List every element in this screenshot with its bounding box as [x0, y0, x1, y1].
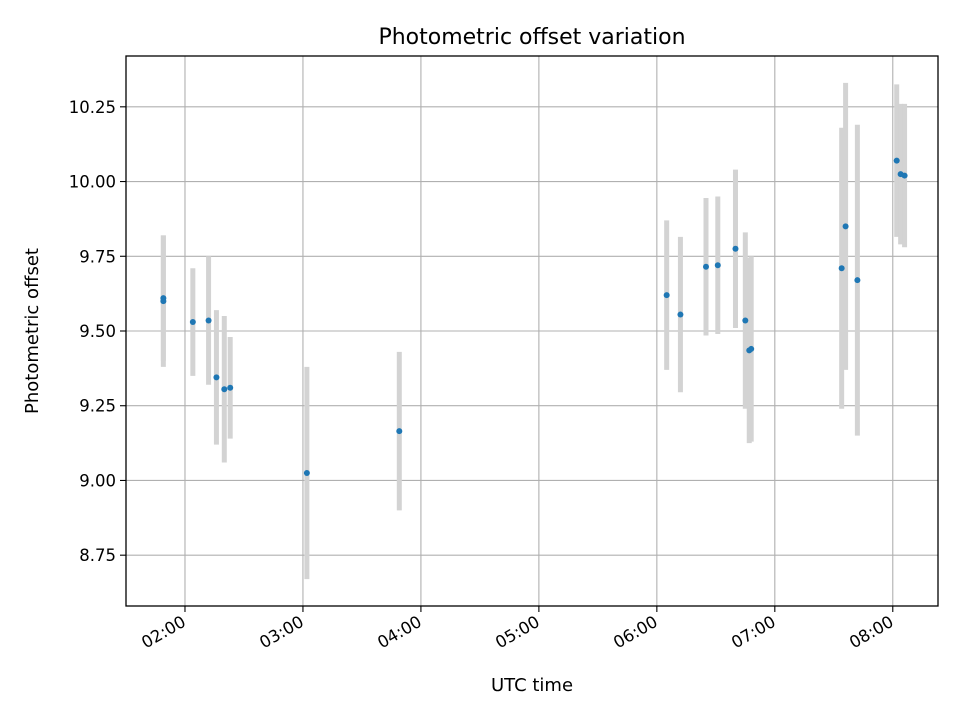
y-tick-label: 9.25	[79, 397, 116, 416]
data-point	[303, 469, 310, 476]
x-tick-label: 02:00	[138, 612, 189, 652]
data-point	[842, 223, 849, 230]
data-point	[189, 319, 196, 326]
data-point	[221, 386, 228, 393]
data-point	[732, 245, 739, 252]
y-tick-label: 8.75	[79, 546, 116, 565]
chart-title: Photometric offset variation	[378, 25, 685, 50]
x-axis-ticks: 02:00 03:00 04:00 05:00 06:00 07:00 08:00	[138, 606, 897, 652]
y-axis-label: Photometric offset	[22, 248, 43, 414]
x-tick-label: 04:00	[374, 612, 425, 652]
data-point	[854, 277, 861, 284]
y-tick-label: 9.75	[79, 247, 116, 266]
y-tick-label: 10.00	[69, 173, 116, 192]
data-point	[838, 265, 845, 272]
data-point	[677, 311, 684, 318]
data-point	[396, 428, 403, 435]
data-point	[703, 263, 709, 270]
y-tick-label: 9.00	[79, 471, 116, 490]
grid-lines	[126, 56, 938, 606]
x-tick-label: 07:00	[728, 612, 779, 652]
data-point	[205, 317, 212, 324]
data-point	[714, 262, 721, 269]
data-point	[227, 384, 234, 391]
data-point	[160, 295, 167, 302]
data-point	[901, 172, 908, 179]
data-point	[663, 292, 670, 299]
x-tick-label: 06:00	[610, 612, 661, 652]
y-tick-label: 10.25	[69, 98, 116, 117]
data-point	[893, 157, 900, 164]
data-points	[160, 157, 908, 476]
y-axis-ticks: 8.75 9.00 9.25 9.50 9.75 10.00 10.25	[69, 98, 126, 565]
data-point	[213, 374, 220, 381]
x-tick-label: 05:00	[492, 612, 543, 652]
data-point	[748, 345, 755, 352]
x-tick-label: 08:00	[846, 612, 897, 652]
y-tick-label: 9.50	[79, 322, 116, 341]
x-tick-label: 03:00	[256, 612, 307, 652]
data-point	[742, 317, 749, 324]
x-axis-label: UTC time	[491, 675, 573, 696]
